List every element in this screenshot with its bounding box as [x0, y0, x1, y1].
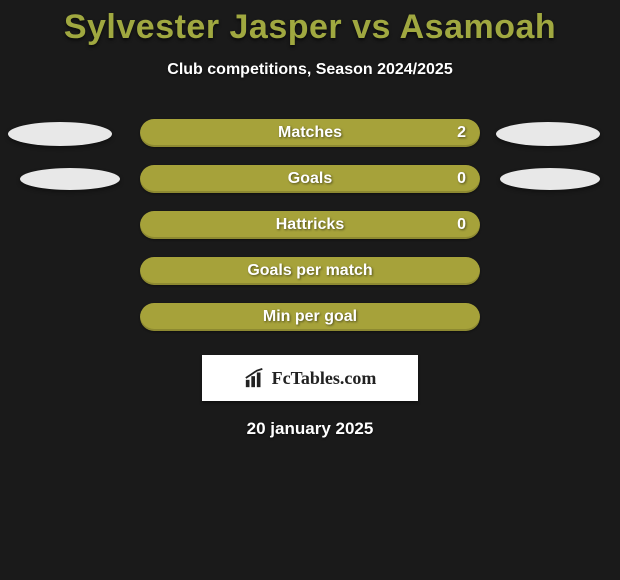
stat-row: Goals 0 — [0, 163, 620, 209]
stat-value-right: 0 — [457, 216, 466, 234]
page-subtitle: Club competitions, Season 2024/2025 — [0, 61, 620, 79]
stat-bar: Goals 0 — [140, 165, 480, 193]
brand-logo[interactable]: FcTables.com — [202, 355, 418, 401]
brand-logo-text: FcTables.com — [272, 368, 377, 389]
stat-row: Matches 2 — [0, 117, 620, 163]
stat-label: Goals per match — [247, 262, 372, 280]
stats-comparison-card: Sylvester Jasper vs Asamoah Club competi… — [0, 0, 620, 580]
stat-bar: Hattricks 0 — [140, 211, 480, 239]
stat-bar: Matches 2 — [140, 119, 480, 147]
stat-row: Goals per match — [0, 255, 620, 301]
stat-label: Hattricks — [276, 216, 344, 234]
footer-date: 20 january 2025 — [0, 419, 620, 439]
stat-bar: Goals per match — [140, 257, 480, 285]
stat-row: Min per goal — [0, 301, 620, 347]
player-left-marker — [20, 168, 120, 190]
stat-row: Hattricks 0 — [0, 209, 620, 255]
stat-value-right: 0 — [457, 170, 466, 188]
stat-label: Goals — [288, 170, 332, 188]
stat-label: Matches — [278, 124, 342, 142]
stat-value-right: 2 — [457, 124, 466, 142]
stat-label: Min per goal — [263, 308, 357, 326]
stat-bar: Min per goal — [140, 303, 480, 331]
page-title: Sylvester Jasper vs Asamoah — [0, 0, 620, 47]
stat-rows: Matches 2 Goals 0 Hattricks 0 Goals per … — [0, 117, 620, 347]
player-right-marker — [496, 122, 600, 146]
chart-icon — [244, 367, 266, 389]
player-left-marker — [8, 122, 112, 146]
player-right-marker — [500, 168, 600, 190]
